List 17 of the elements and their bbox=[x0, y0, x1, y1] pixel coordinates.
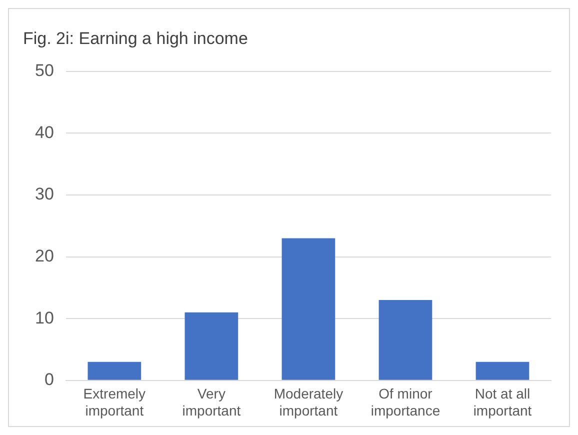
bar bbox=[88, 362, 142, 380]
bar bbox=[282, 238, 336, 380]
x-tick-label: Extremely important bbox=[83, 386, 146, 418]
bar bbox=[184, 312, 238, 380]
y-tick-label: 0 bbox=[44, 370, 54, 390]
x-tick-label: Very important bbox=[182, 386, 241, 418]
x-tick-label: Not at all important bbox=[473, 386, 532, 418]
x-tick-label: Moderately important bbox=[274, 386, 344, 418]
bar bbox=[476, 362, 530, 380]
y-tick-label: 10 bbox=[34, 308, 54, 328]
x-tick-label: Of minor importance bbox=[370, 386, 440, 418]
bar bbox=[378, 300, 432, 380]
y-tick-label: 50 bbox=[34, 61, 54, 80]
y-tick-label: 40 bbox=[34, 122, 54, 142]
y-tick-label: 20 bbox=[34, 246, 54, 266]
y-tick-label: 30 bbox=[34, 184, 54, 204]
chart-title: Fig. 2i: Earning a high income bbox=[23, 28, 248, 48]
